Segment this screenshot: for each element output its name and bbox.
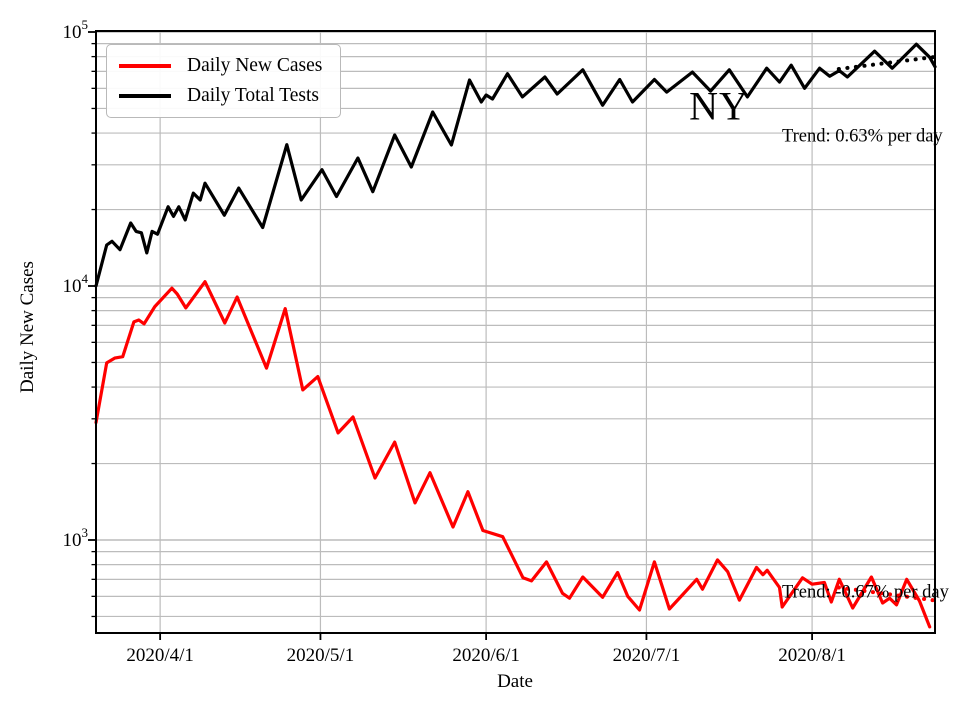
legend-line-sample-red — [119, 63, 171, 68]
y-tick-label: 105 — [63, 17, 89, 43]
legend-line-sample-black — [119, 94, 171, 99]
trend-tests-annotation: Trend: 0.63% per day — [782, 126, 943, 147]
x-tick-label: 2020/8/1 — [778, 645, 846, 666]
y-tick-label: 103 — [63, 525, 89, 551]
legend-entry-daily-total-tests: Daily Total Tests — [119, 84, 322, 107]
trend-line-tests — [836, 54, 937, 72]
legend-entry-daily-new-cases: Daily New Cases — [119, 54, 322, 77]
legend-label-daily-total-tests: Daily Total Tests — [187, 85, 319, 107]
x-tick-label: 2020/6/1 — [452, 645, 520, 666]
x-tick-label: 2020/4/1 — [126, 645, 194, 666]
trend-cases-annotation: Trend: -0.67% per day — [782, 582, 949, 603]
x-axis-label: Date — [497, 671, 533, 692]
series-line-daily-new-cases — [94, 280, 932, 629]
y-axis-label: Daily New Cases — [17, 261, 38, 393]
trend-line-cases — [836, 585, 937, 603]
series-line-daily-total-tests — [94, 42, 937, 288]
x-tick-label: 2020/5/1 — [287, 645, 355, 666]
legend: Daily New Cases Daily Total Tests — [106, 44, 342, 118]
x-tick-label: 2020/7/1 — [613, 645, 681, 666]
y-tick-label: 104 — [63, 271, 89, 297]
state-annotation: NY — [689, 83, 749, 129]
legend-label-daily-new-cases: Daily New Cases — [187, 55, 323, 76]
plot-border — [95, 30, 936, 634]
